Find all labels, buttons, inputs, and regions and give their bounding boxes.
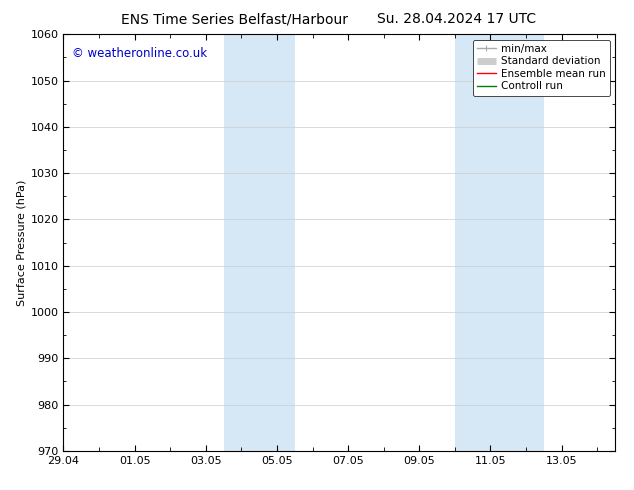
Bar (455, 34, 544, 451)
Text: ENS Time Series Belfast/Harbour: ENS Time Series Belfast/Harbour (121, 12, 348, 26)
Legend: min/max, Standard deviation, Ensemble mean run, Controll run: min/max, Standard deviation, Ensemble me… (473, 40, 610, 96)
Y-axis label: Surface Pressure (hPa): Surface Pressure (hPa) (16, 179, 26, 306)
Text: © weatheronline.co.uk: © weatheronline.co.uk (72, 47, 207, 60)
Text: Su. 28.04.2024 17 UTC: Su. 28.04.2024 17 UTC (377, 12, 536, 26)
Bar (224, 34, 295, 451)
